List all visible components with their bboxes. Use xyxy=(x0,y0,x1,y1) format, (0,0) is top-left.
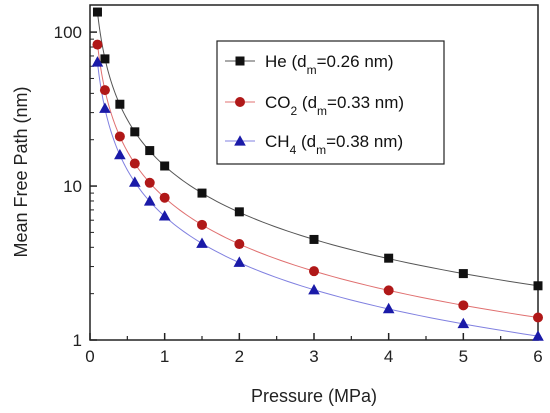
legend-marker xyxy=(235,56,245,66)
x-tick-label: 0 xyxy=(85,347,94,366)
data-point-1 xyxy=(99,85,110,96)
y-tick-label: 1 xyxy=(73,331,82,350)
data-point-0 xyxy=(309,234,319,244)
data-point-2 xyxy=(532,330,544,341)
legend-entry: CH4 (dm=0.38 nm) xyxy=(265,132,403,157)
legend: He (dm=0.26 nm) CO2 (dm=0.33 nm) CH4 (dm=0… xyxy=(216,40,445,165)
x-tick-label: 6 xyxy=(533,347,542,366)
data-point-1 xyxy=(129,158,140,169)
legend-entry: He (dm=0.26 nm) xyxy=(265,52,394,77)
data-point-1 xyxy=(159,192,170,203)
data-point-2 xyxy=(233,256,246,267)
data-point-0 xyxy=(384,253,394,263)
data-point-1 xyxy=(533,312,543,323)
legend-marker xyxy=(234,135,246,146)
x-tick-label: 3 xyxy=(309,347,318,366)
data-point-0 xyxy=(100,54,110,64)
data-point-2 xyxy=(114,148,126,160)
x-tick-label: 1 xyxy=(160,347,169,366)
data-point-2 xyxy=(457,317,470,329)
data-point-2 xyxy=(196,237,208,248)
data-point-2 xyxy=(91,56,104,67)
data-point-0 xyxy=(160,161,170,171)
data-point-1 xyxy=(144,177,155,188)
data-point-2 xyxy=(158,210,171,221)
y-tick-label: 100 xyxy=(54,23,82,42)
data-point-1 xyxy=(197,219,207,230)
data-point-1 xyxy=(383,285,394,296)
y-axis-title: Mean Free Path (nm) xyxy=(11,86,31,257)
data-point-0 xyxy=(130,127,140,137)
data-point-0 xyxy=(92,7,102,17)
data-point-0 xyxy=(533,281,543,291)
data-point-2 xyxy=(129,176,141,187)
legend-marker xyxy=(235,97,245,107)
y-tick-label: 10 xyxy=(63,177,82,196)
legend-entry: CO2 (dm=0.33 nm) xyxy=(265,93,404,118)
x-axis-title: Pressure (MPa) xyxy=(251,386,377,406)
data-point-1 xyxy=(92,39,103,50)
data-point-0 xyxy=(458,269,468,279)
data-point-1 xyxy=(234,239,245,250)
x-tick-label: 2 xyxy=(235,347,244,366)
x-tick-label: 4 xyxy=(384,347,393,366)
x-tick-label: 5 xyxy=(459,347,468,366)
data-point-0 xyxy=(115,99,125,109)
data-point-2 xyxy=(382,302,395,314)
data-point-1 xyxy=(458,300,469,311)
data-point-1 xyxy=(309,266,319,277)
data-point-0 xyxy=(234,207,244,217)
data-point-2 xyxy=(99,102,111,113)
data-point-1 xyxy=(114,131,125,142)
data-point-2 xyxy=(143,195,156,206)
data-point-2 xyxy=(308,283,320,295)
data-point-0 xyxy=(145,146,155,156)
data-point-0 xyxy=(197,188,207,198)
